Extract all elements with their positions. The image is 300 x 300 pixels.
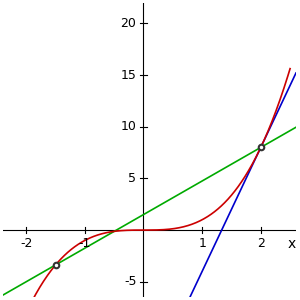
Text: x: x bbox=[287, 237, 296, 251]
Text: 20: 20 bbox=[121, 17, 136, 30]
Text: -5: -5 bbox=[124, 275, 136, 288]
Text: 1: 1 bbox=[198, 237, 206, 250]
Text: 2: 2 bbox=[257, 237, 265, 250]
Text: -2: -2 bbox=[20, 237, 32, 250]
Text: 10: 10 bbox=[121, 120, 136, 133]
Text: 15: 15 bbox=[121, 69, 136, 82]
Text: -1: -1 bbox=[79, 237, 91, 250]
Text: 5: 5 bbox=[128, 172, 136, 185]
